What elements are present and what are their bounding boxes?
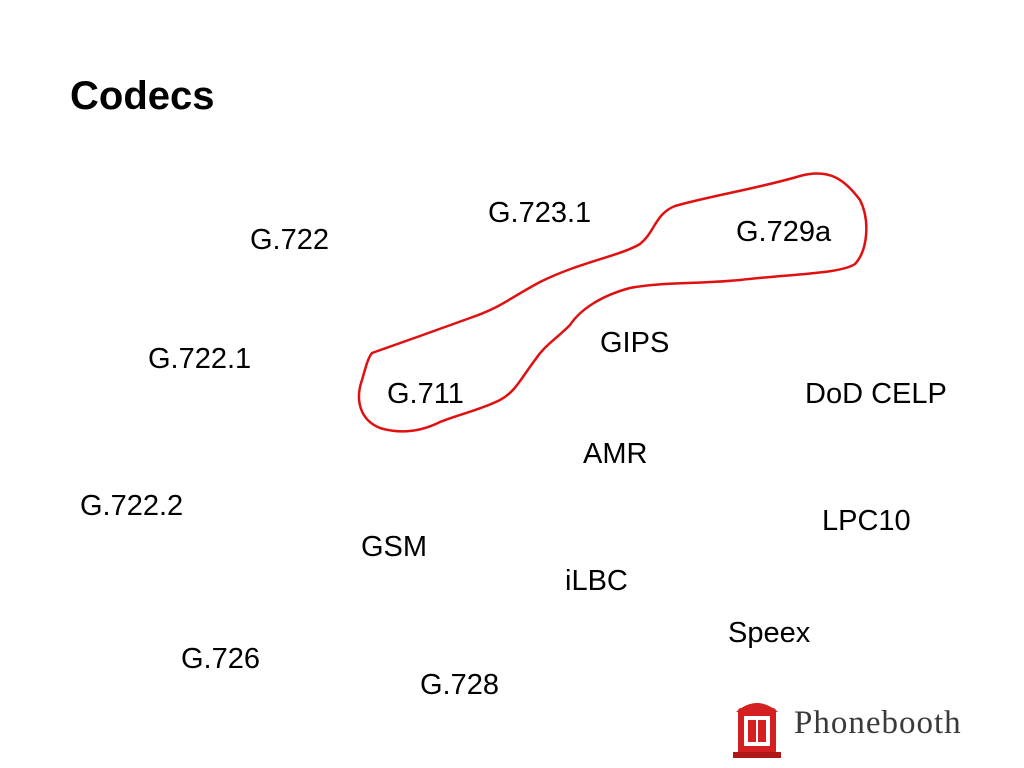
codec-label: G.723.1 xyxy=(488,197,592,229)
codec-label: G.722.2 xyxy=(80,490,184,522)
codec-label: G.722 xyxy=(250,224,329,256)
codec-label: Speex xyxy=(728,617,811,649)
codec-label: DoD CELP xyxy=(805,378,947,410)
codec-label: LPC10 xyxy=(822,505,911,537)
codec-label: AMR xyxy=(583,438,648,470)
highlight-outline xyxy=(357,172,868,433)
slide-title: Codecs xyxy=(70,74,215,118)
codec-label: G.711 xyxy=(387,378,464,410)
codec-label: G.722.1 xyxy=(148,343,252,375)
codec-label: iLBC xyxy=(565,565,628,597)
codec-label: G.729a xyxy=(736,216,832,248)
codec-label: GIPS xyxy=(600,327,670,359)
codec-label: G.726 xyxy=(181,643,260,675)
logo-icon xyxy=(733,703,781,758)
codec-label: G.728 xyxy=(420,669,499,701)
codec-label: GSM xyxy=(361,531,428,563)
logo-text: Phonebooth xyxy=(794,705,962,741)
